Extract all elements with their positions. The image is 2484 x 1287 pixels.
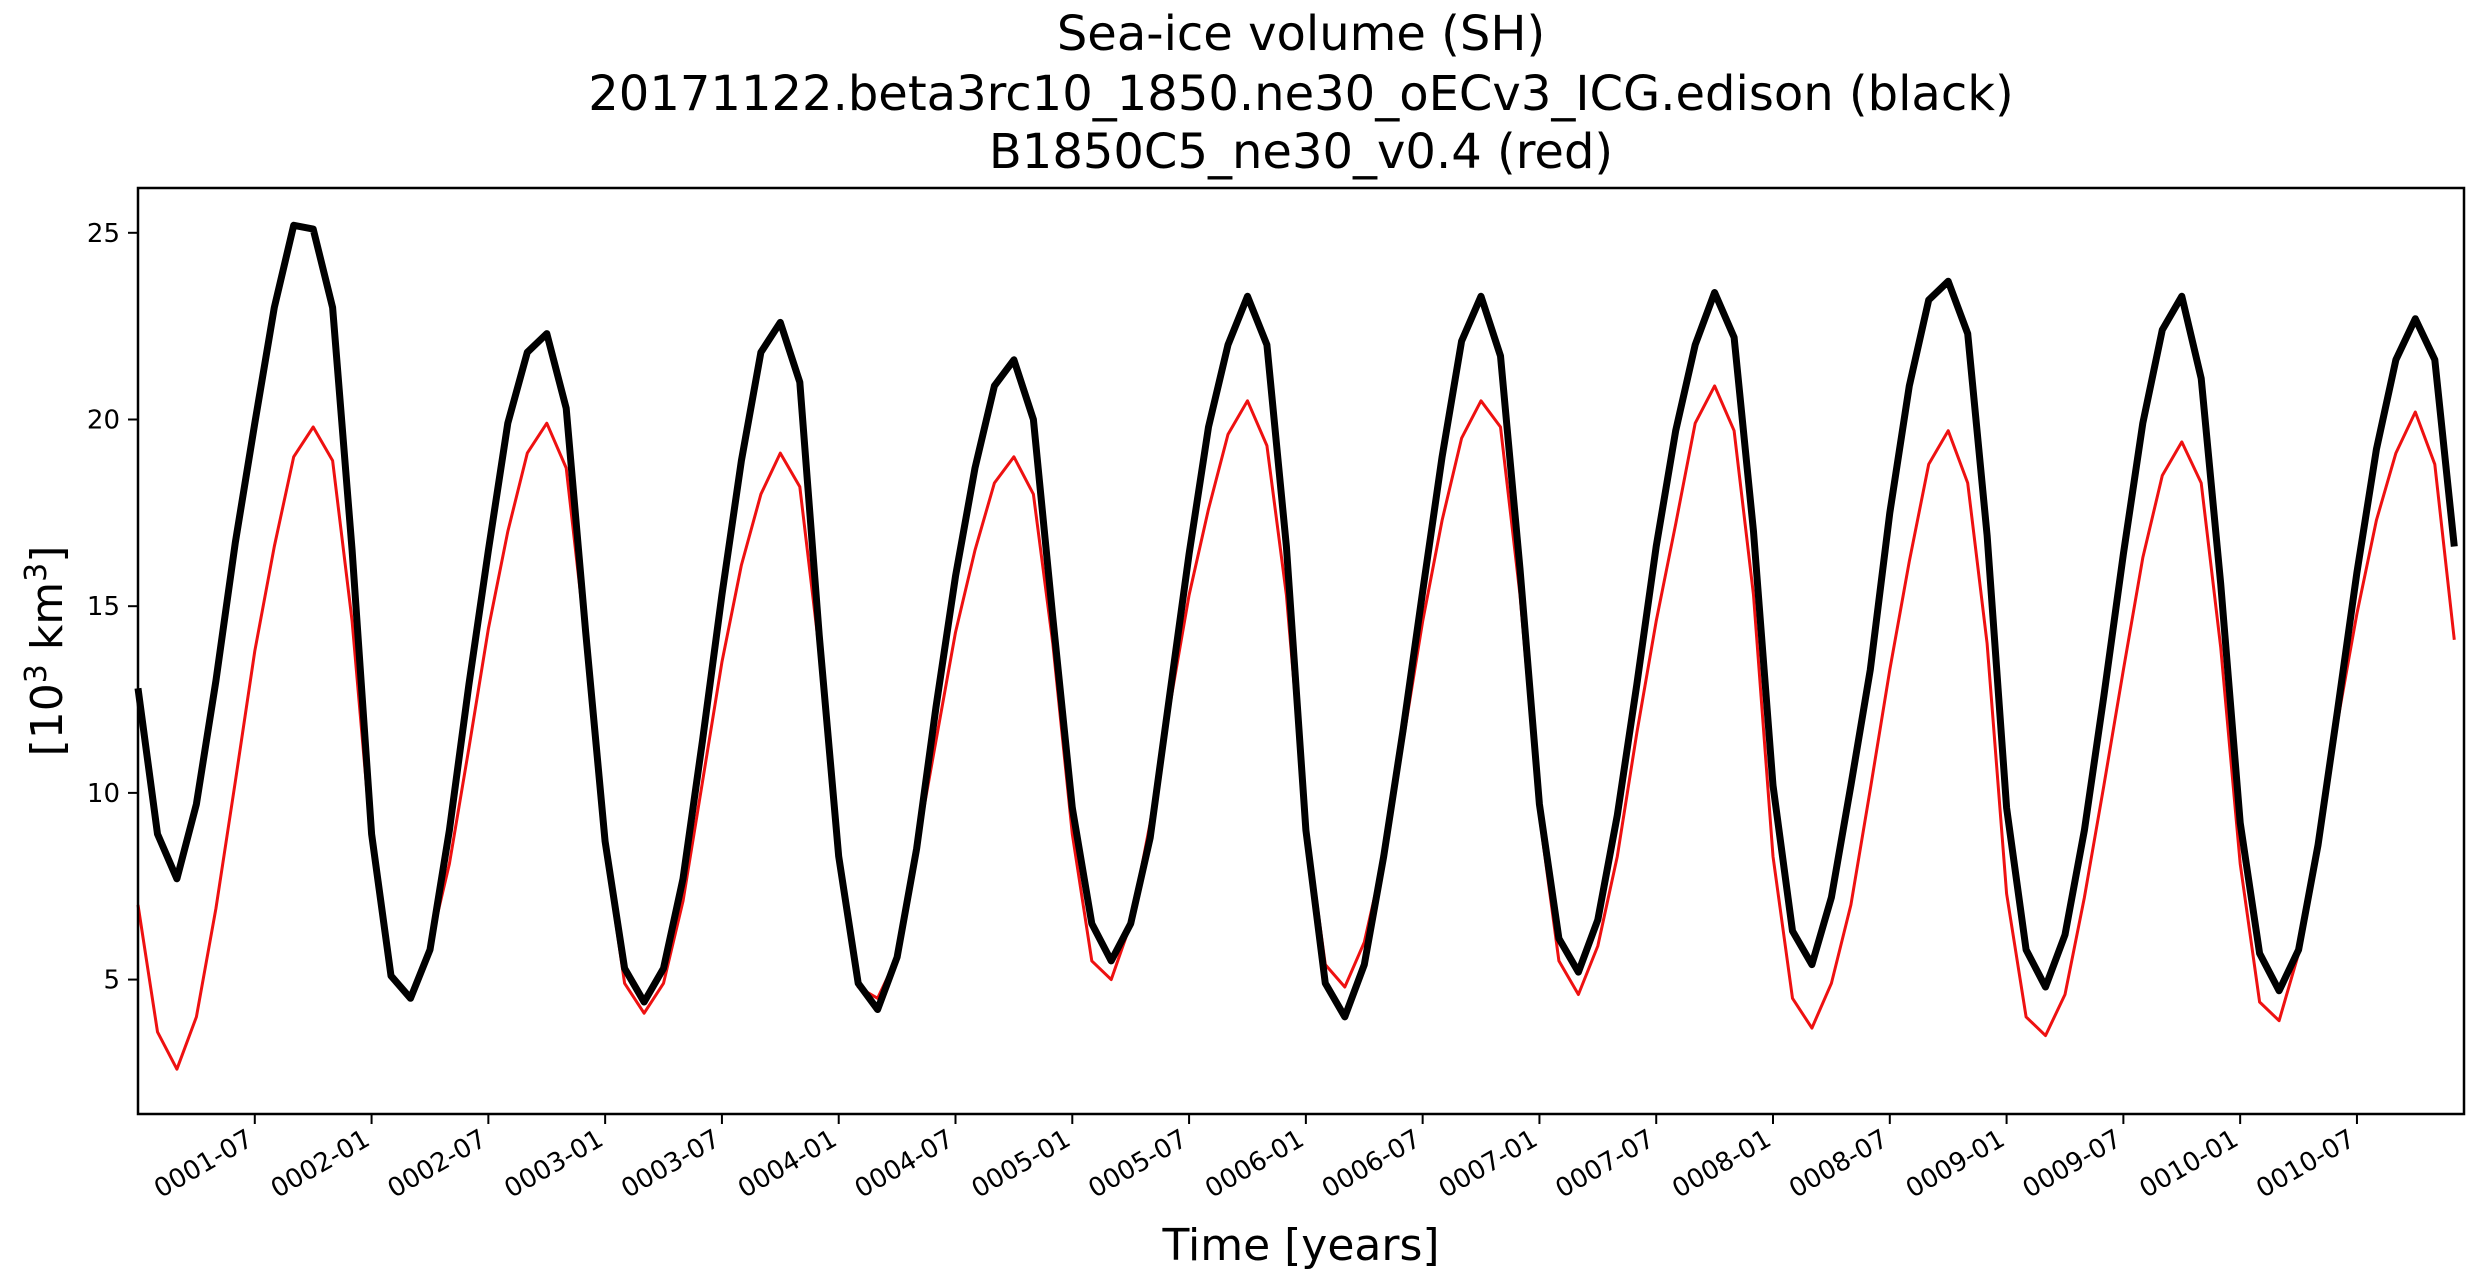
y-axis-label-sup-1: 3 bbox=[19, 664, 54, 683]
y-tick-label: 20 bbox=[87, 406, 120, 436]
y-axis-label-base: [10 bbox=[22, 683, 73, 756]
y-tick-label: 10 bbox=[87, 779, 120, 809]
edison-series-line bbox=[134, 221, 2458, 1021]
chart-title-line-2: 20171122.beta3rc10_1850.ne30_oECv3_ICG.e… bbox=[588, 66, 2013, 122]
y-tick-layer: 5 10 15 20 25 bbox=[87, 219, 138, 996]
y-axis-label-sup-2: 3 bbox=[19, 563, 54, 582]
x-axis-label: Time [years] bbox=[1161, 1220, 1439, 1271]
series-layer bbox=[134, 221, 2458, 1071]
chart-title-line-1: Sea-ice volume (SH) bbox=[1057, 6, 1545, 62]
y-tick-label: 25 bbox=[87, 219, 120, 249]
y-tick-label: 15 bbox=[87, 592, 120, 622]
y-axis-label-unit: km bbox=[22, 582, 73, 664]
chart-title-line-3: B1850C5_ne30_v0.4 (red) bbox=[989, 124, 1613, 180]
y-axis-label-close: ] bbox=[22, 546, 73, 563]
plot-area-frame bbox=[136, 186, 2466, 1116]
y-tick-label: 5 bbox=[103, 966, 120, 996]
y-axis-label: [103 km3] bbox=[19, 546, 73, 757]
